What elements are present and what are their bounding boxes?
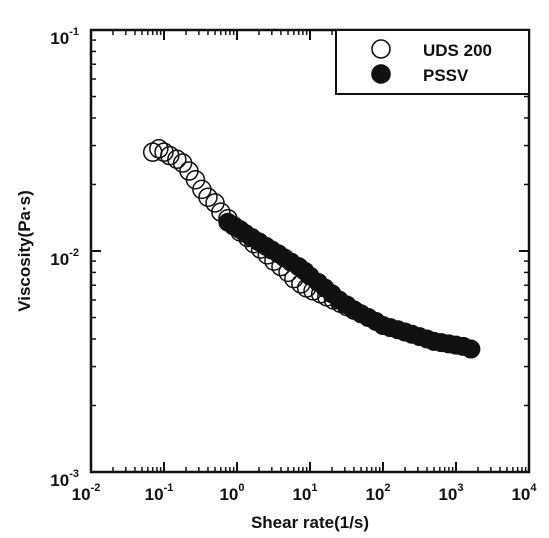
tick-label-base: 10 xyxy=(72,485,91,504)
legend-box xyxy=(335,29,530,95)
y-axis-label: Viscosity(Pa·s) xyxy=(15,190,34,312)
data-point-uds-200 xyxy=(149,139,169,159)
y-tick-label: 10-2 xyxy=(50,247,79,269)
tick-label-base: 10 xyxy=(292,485,311,504)
x-tick-label: 10-1 xyxy=(145,482,174,504)
tick-label-exponent: 4 xyxy=(530,482,537,494)
legend-marker-uds-200 xyxy=(371,39,391,59)
tick-label-exponent: -2 xyxy=(91,482,101,494)
tick-label-base: 10 xyxy=(438,485,457,504)
series-pssv xyxy=(218,212,481,359)
x-tick-label: 104 xyxy=(511,482,537,504)
tick-label-exponent: -1 xyxy=(164,482,174,494)
data-point-uds-200 xyxy=(185,170,206,190)
tick-label-exponent: 3 xyxy=(457,482,463,494)
legend: UDS 200 PSSV xyxy=(335,29,530,95)
data-point-uds-200 xyxy=(172,153,193,173)
data-point-uds-200 xyxy=(167,149,187,170)
x-tick-label: 102 xyxy=(365,482,390,504)
tick-label-base: 10 xyxy=(50,250,69,269)
x-tick-label: 101 xyxy=(292,482,317,504)
legend-marker-pssv xyxy=(371,64,391,84)
plot-area-frame xyxy=(89,28,531,474)
x-tick-label: 100 xyxy=(219,482,244,504)
tick-label-exponent: -3 xyxy=(69,468,79,480)
x-tick-label: 10-2 xyxy=(72,482,101,504)
x-axis-label: Shear rate(1/s) xyxy=(251,513,369,532)
tick-label-base: 10 xyxy=(50,29,69,48)
x-tick-label: 103 xyxy=(438,482,463,504)
y-tick-label: 10-1 xyxy=(50,26,79,48)
tick-label-base: 10 xyxy=(219,485,238,504)
y-tick-label: 10-3 xyxy=(50,468,79,490)
axis-ticks xyxy=(90,29,530,473)
tick-label-exponent: 2 xyxy=(384,482,390,494)
tick-label-exponent: -1 xyxy=(69,26,79,38)
data-point-uds-200 xyxy=(154,142,174,162)
tick-label-base: 10 xyxy=(511,485,530,504)
tick-label-base: 10 xyxy=(50,471,69,490)
tick-label-base: 10 xyxy=(145,485,164,504)
legend-label-uds-200: UDS 200 xyxy=(423,41,492,60)
tick-label-exponent: 1 xyxy=(311,482,317,494)
tick-label-exponent: 0 xyxy=(238,482,244,494)
tick-label-base: 10 xyxy=(365,485,384,504)
legend-label-pssv: PSSV xyxy=(423,66,469,85)
data-point-pssv xyxy=(461,339,481,359)
tick-label-exponent: -2 xyxy=(69,247,79,259)
data-point-uds-200 xyxy=(198,187,218,208)
